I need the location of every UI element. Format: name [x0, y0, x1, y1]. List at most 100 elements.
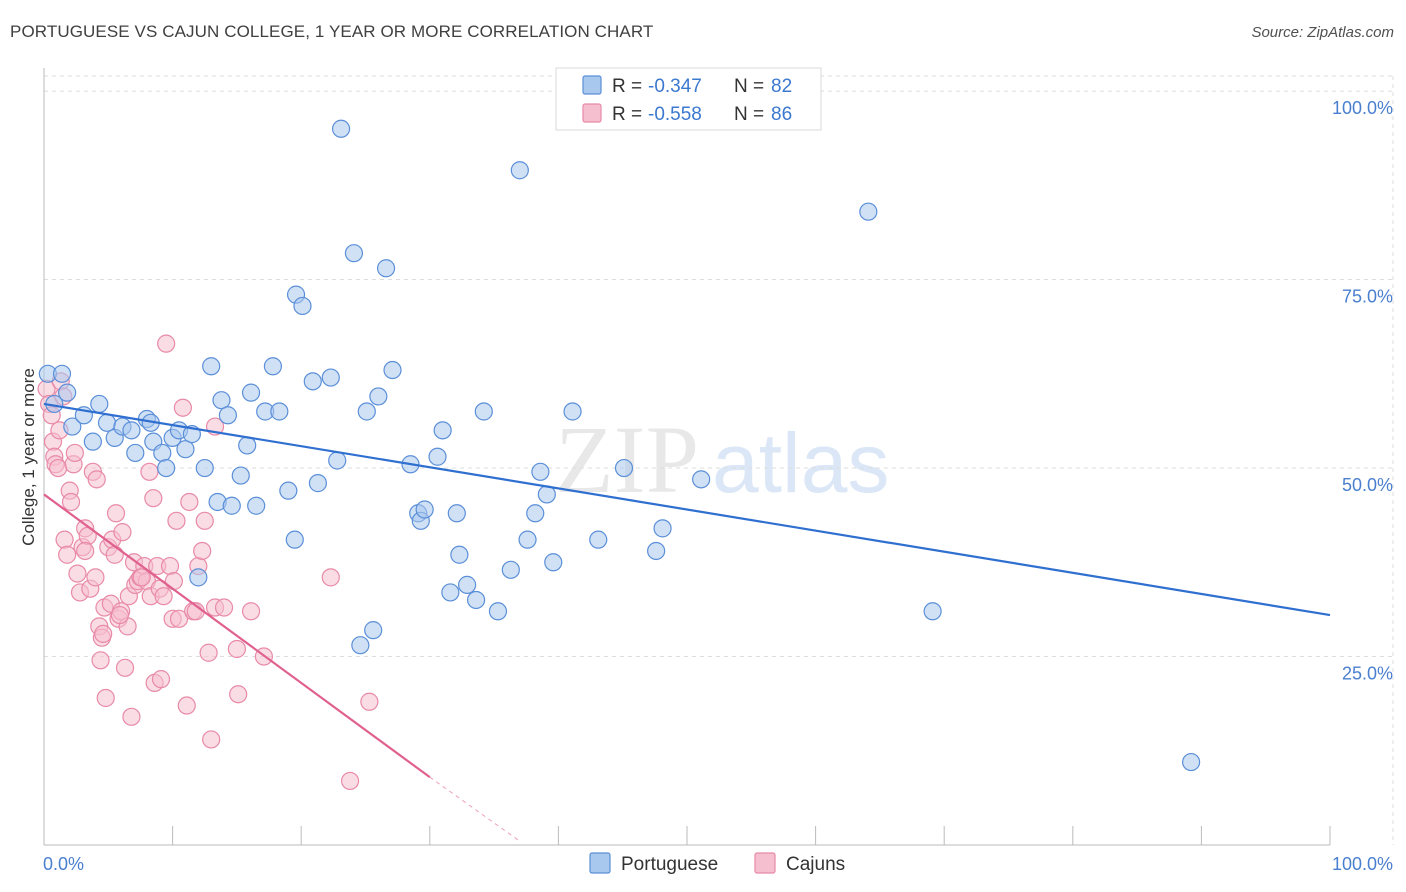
portuguese-point-62 [466, 590, 486, 610]
stats-legend: R = -0.347 N = 82 R = -0.558 N = 86 [555, 67, 822, 131]
cajun-point-77 [241, 602, 261, 621]
cajun-trend-line [43, 493, 431, 779]
portuguese-point-28 [222, 496, 241, 515]
portuguese-point-34 [263, 357, 283, 376]
portuguese-point-80 [1182, 752, 1201, 772]
portuguese-point-11 [122, 421, 141, 440]
y-tick-label-2: 50.0% [1342, 475, 1393, 495]
portuguese-point-44 [331, 119, 351, 138]
cajun-point-13 [61, 492, 81, 512]
y-axis-label: College, 1 year or more [19, 368, 38, 546]
portuguese-point-6 [83, 432, 102, 451]
portuguese-point-30 [238, 436, 257, 455]
legend-n-value-cajun: 86 [771, 104, 792, 125]
trend-lines [43, 402, 1331, 842]
y-tick-label-1: 75.0% [1342, 287, 1393, 307]
cajun-point-81 [360, 692, 379, 711]
cajun-point-33 [105, 545, 124, 564]
portuguese-point-8 [97, 413, 117, 432]
portuguese-point-55 [415, 500, 434, 519]
cajun-point-75 [227, 639, 246, 659]
cajun-points [37, 334, 379, 791]
portuguese-point-58 [441, 583, 460, 602]
cajun-point-61 [169, 609, 189, 628]
portuguese-point-69 [531, 462, 550, 481]
portuguese-point-12 [126, 443, 145, 463]
x-tick-label-right: 100.0% [1332, 854, 1393, 874]
portuguese-point-67 [518, 530, 537, 549]
portuguese-point-49 [369, 387, 388, 406]
portuguese-point-50 [376, 259, 396, 278]
portuguese-point-31 [241, 383, 261, 402]
portuguese-point-72 [563, 402, 582, 421]
cajun-point-37 [113, 523, 132, 542]
portuguese-point-51 [383, 360, 402, 380]
portuguese-point-45 [344, 244, 364, 263]
portuguese-point-60 [450, 545, 469, 564]
cajun-trend-extension [429, 776, 521, 842]
portuguese-point-68 [526, 504, 545, 523]
cajun-point-34 [106, 504, 126, 523]
cajun-point-24 [87, 470, 106, 489]
portuguese-point-71 [544, 553, 563, 572]
portuguese-point-64 [488, 602, 508, 621]
cajun-point-83 [132, 568, 151, 587]
cajun-point-10 [55, 530, 74, 549]
cajun-point-80 [340, 771, 360, 791]
cajun-point-29 [96, 688, 115, 708]
portuguese-point-3 [58, 383, 77, 402]
series-legend-label-cajun: Cajuns [786, 854, 845, 875]
cajun-point-71 [202, 730, 221, 749]
cajun-point-15 [65, 443, 84, 463]
cajun-point-57 [160, 556, 180, 576]
cajun-point-26 [91, 651, 110, 670]
series-legend: Portuguese Cajuns [589, 852, 845, 875]
legend-r-value-portuguese: -0.347 [648, 76, 702, 97]
series-legend-swatch-cajun [754, 852, 776, 874]
axes [43, 68, 1331, 846]
cajun-point-85 [110, 605, 129, 625]
y-tick-label-0: 100.0% [1332, 98, 1393, 118]
portuguese-point-20 [176, 440, 195, 459]
portuguese-point-43 [328, 451, 347, 470]
legend-swatch-portuguese [582, 75, 602, 95]
cajun-point-38 [115, 658, 135, 677]
legend-r-label-cajun: R = [612, 104, 642, 125]
portuguese-point-63 [474, 402, 493, 421]
portuguese-point-2 [52, 364, 72, 383]
portuguese-point-42 [321, 368, 340, 387]
cajun-point-50 [144, 489, 163, 508]
portuguese-point-46 [351, 636, 370, 655]
cajun-point-84 [94, 624, 113, 644]
portuguese-point-61 [457, 575, 477, 594]
cajun-point-55 [154, 587, 173, 606]
portuguese-point-29 [231, 466, 250, 485]
chart-title: PORTUGUESE VS CAJUN COLLEGE, 1 YEAR OR M… [10, 22, 654, 41]
cajun-point-56 [157, 334, 176, 353]
cajun-point-16 [68, 564, 87, 583]
portuguese-point-75 [647, 541, 666, 561]
portuguese-point-76 [653, 519, 672, 538]
cajun-point-76 [229, 685, 248, 704]
portuguese-point-39 [293, 296, 312, 316]
portuguese-point-41 [308, 474, 328, 493]
portuguese-point-65 [501, 560, 520, 579]
cajun-point-70 [199, 643, 218, 662]
portuguese-point-24 [202, 357, 221, 376]
portuguese-point-73 [589, 530, 608, 549]
portuguese-point-77 [692, 470, 711, 489]
portuguese-point-22 [189, 568, 208, 587]
portuguese-point-16 [153, 443, 172, 463]
cajun-point-41 [122, 707, 141, 726]
portuguese-point-36 [279, 481, 298, 500]
portuguese-point-27 [218, 406, 237, 425]
cajun-point-64 [180, 492, 199, 512]
cajun-point-54 [151, 670, 171, 689]
portuguese-point-48 [364, 621, 383, 640]
source-label: Source: ZipAtlas.com [1251, 24, 1394, 41]
legend-n-value-portuguese: 82 [771, 76, 792, 97]
cajun-point-82 [76, 541, 95, 561]
portuguese-point-78 [859, 202, 878, 221]
portuguese-point-57 [433, 421, 452, 440]
